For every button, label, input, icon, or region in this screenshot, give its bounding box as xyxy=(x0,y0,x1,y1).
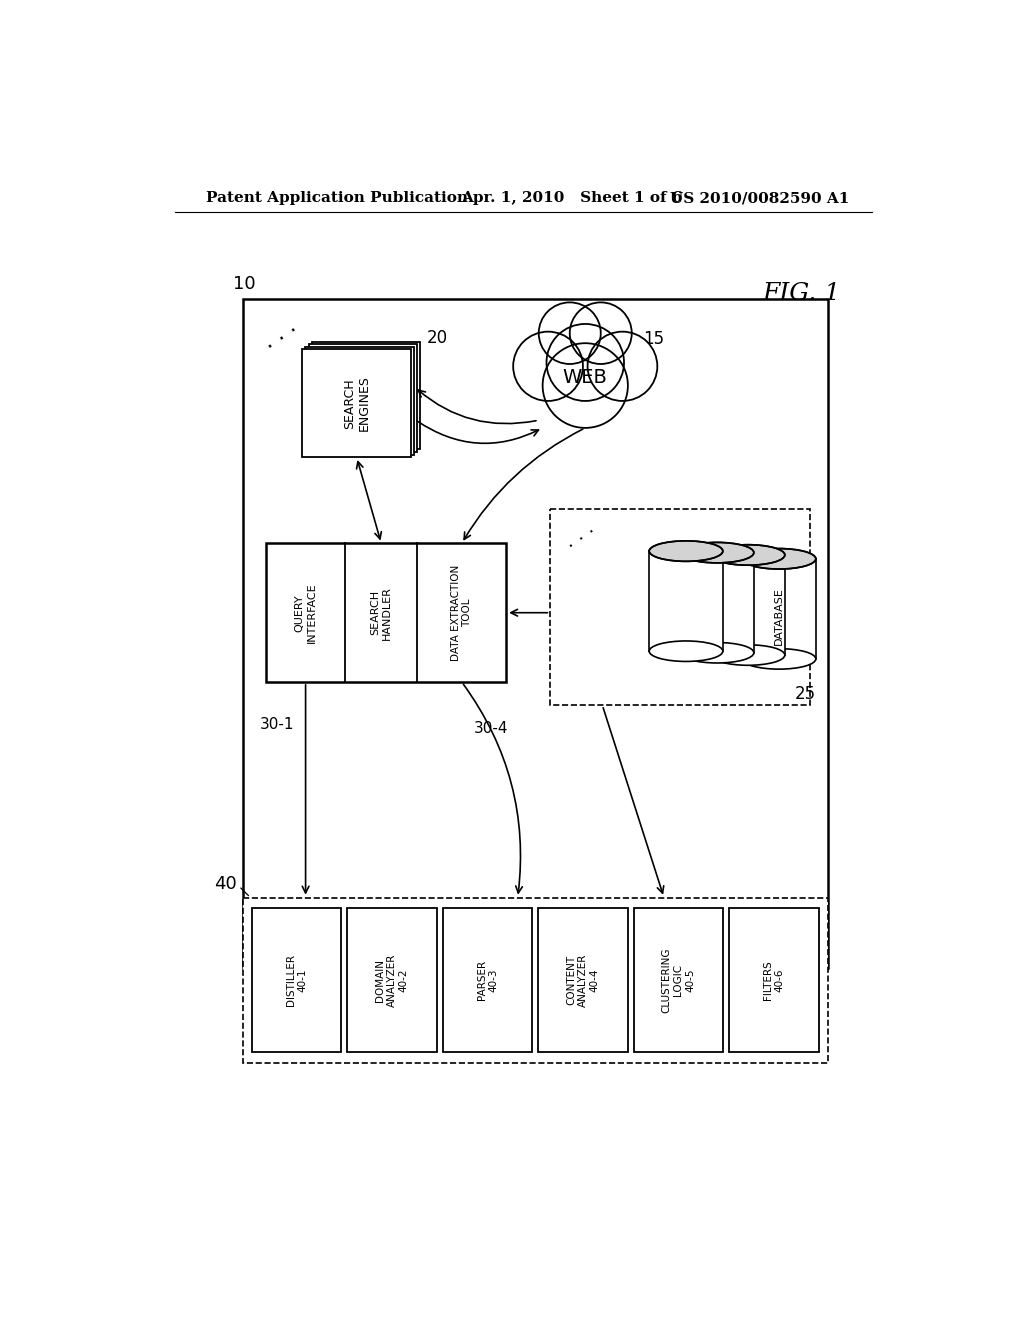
Bar xyxy=(243,898,827,1063)
Ellipse shape xyxy=(712,545,784,565)
Text: FIG. 1: FIG. 1 xyxy=(763,281,841,305)
Text: 10: 10 xyxy=(232,275,255,293)
Text: 15: 15 xyxy=(643,330,665,348)
Circle shape xyxy=(543,343,628,428)
Circle shape xyxy=(547,323,624,401)
Text: WEB: WEB xyxy=(563,368,607,387)
Text: 20: 20 xyxy=(426,329,447,347)
Bar xyxy=(443,908,532,1052)
Bar xyxy=(712,554,784,655)
Text: Apr. 1, 2010   Sheet 1 of 6: Apr. 1, 2010 Sheet 1 of 6 xyxy=(461,191,683,206)
Text: DATA EXTRACTION
TOOL: DATA EXTRACTION TOOL xyxy=(451,565,472,661)
Bar xyxy=(550,508,810,705)
Ellipse shape xyxy=(742,648,816,669)
Text: · · ·: · · · xyxy=(564,523,601,556)
Ellipse shape xyxy=(742,549,816,569)
Text: 25: 25 xyxy=(795,685,816,702)
Ellipse shape xyxy=(649,541,723,561)
Bar xyxy=(634,908,723,1052)
Text: PARSER
40-3: PARSER 40-3 xyxy=(477,961,499,1001)
Text: DISTILLER
40-1: DISTILLER 40-1 xyxy=(286,954,307,1006)
Bar xyxy=(539,908,628,1052)
Text: US 2010/0082590 A1: US 2010/0082590 A1 xyxy=(671,191,850,206)
Text: CLUSTERING
LOGIC
40-5: CLUSTERING LOGIC 40-5 xyxy=(662,948,695,1014)
Text: DATABASE: DATABASE xyxy=(774,587,784,645)
Bar xyxy=(311,342,420,449)
Ellipse shape xyxy=(712,644,784,665)
Bar xyxy=(729,908,818,1052)
Text: 30-1: 30-1 xyxy=(259,717,294,731)
Ellipse shape xyxy=(680,643,754,663)
Text: CONTENT
ANALYZER
40-4: CONTENT ANALYZER 40-4 xyxy=(566,953,600,1007)
Circle shape xyxy=(539,302,601,364)
Text: SEARCH
ENGINES: SEARCH ENGINES xyxy=(343,375,371,432)
Text: Patent Application Publication: Patent Application Publication xyxy=(206,191,468,206)
Bar xyxy=(680,553,754,653)
Bar xyxy=(649,552,723,651)
Circle shape xyxy=(569,302,632,364)
Text: 30-4: 30-4 xyxy=(473,721,508,735)
Ellipse shape xyxy=(649,541,723,561)
Bar xyxy=(252,908,341,1052)
Bar xyxy=(243,298,827,969)
Bar xyxy=(302,350,411,457)
Ellipse shape xyxy=(680,543,754,562)
Bar xyxy=(347,908,436,1052)
Text: DOMAIN
ANALYZER
40-2: DOMAIN ANALYZER 40-2 xyxy=(376,953,409,1007)
Bar xyxy=(308,345,417,451)
Bar xyxy=(742,558,816,659)
Ellipse shape xyxy=(680,543,754,562)
Text: SEARCH
HANDLER: SEARCH HANDLER xyxy=(371,586,392,640)
Circle shape xyxy=(588,331,657,401)
Ellipse shape xyxy=(649,642,723,661)
Text: 40: 40 xyxy=(214,875,237,892)
Circle shape xyxy=(513,331,583,401)
Text: · · ·: · · · xyxy=(263,321,303,358)
Text: QUERY
INTERFACE: QUERY INTERFACE xyxy=(295,582,316,643)
Bar xyxy=(305,347,414,455)
Ellipse shape xyxy=(712,545,784,565)
Ellipse shape xyxy=(742,549,816,569)
Bar xyxy=(266,544,506,682)
Text: FILTERS
40-6: FILTERS 40-6 xyxy=(763,961,784,1001)
